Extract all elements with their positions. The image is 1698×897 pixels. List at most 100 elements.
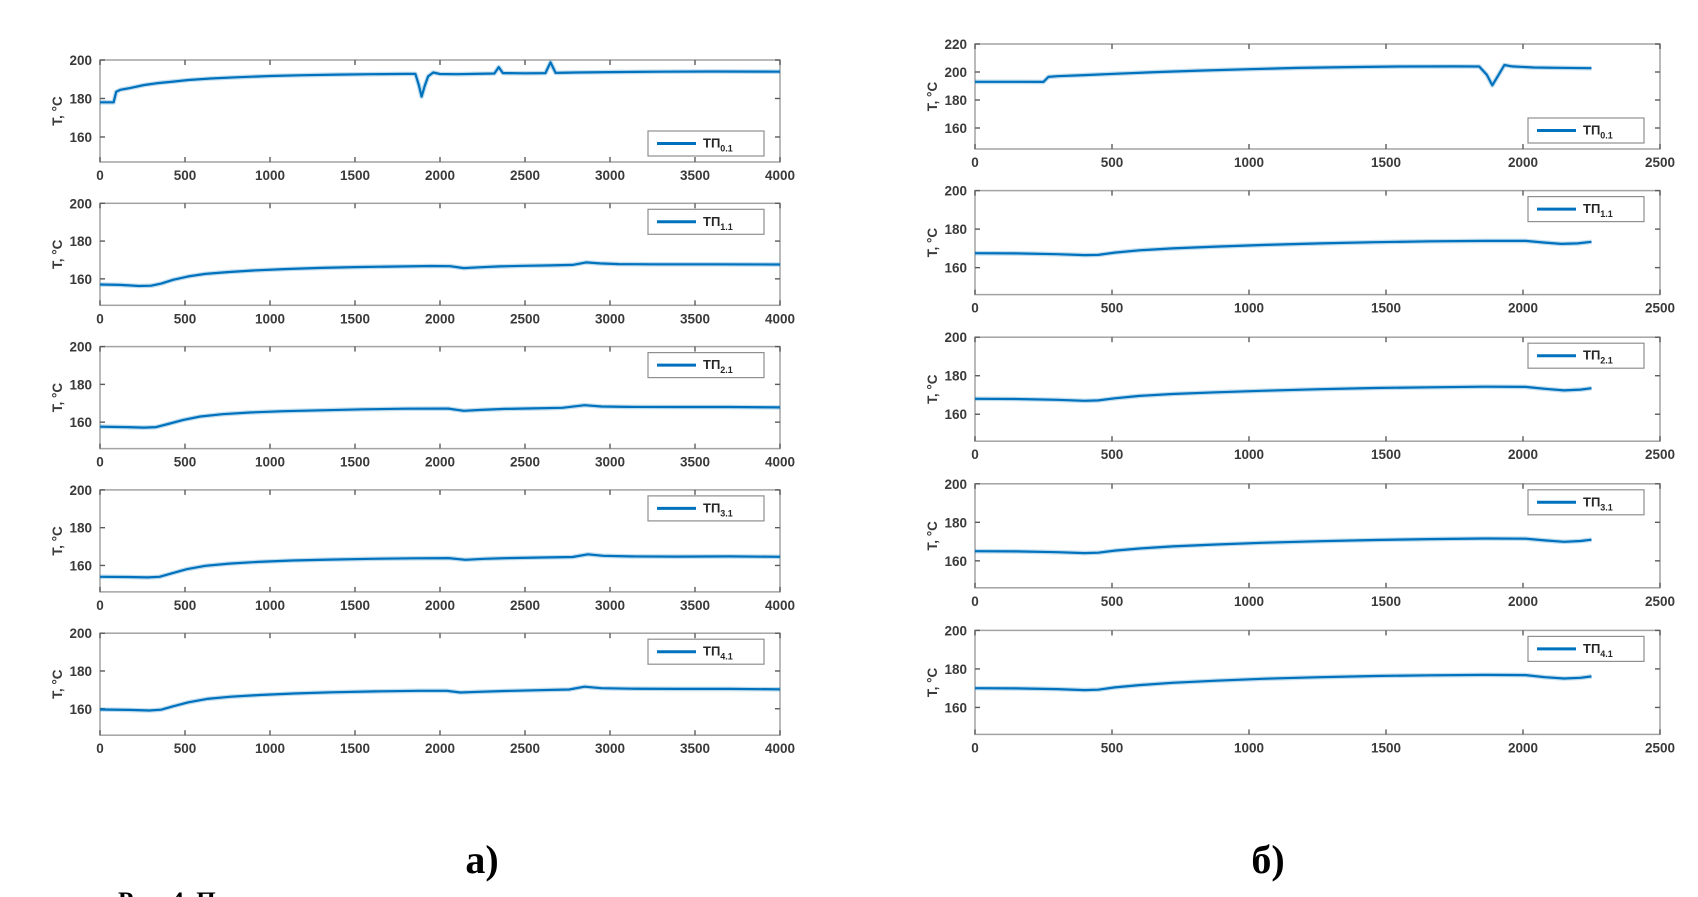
y-tick-labels: 160 180 200 bbox=[69, 196, 780, 287]
subplot-b-3: 0 500 1000 1500 2000 2500 160 180 200 T, °C ТП3.1 bbox=[925, 477, 1675, 609]
svg-text:4000: 4000 bbox=[765, 455, 795, 470]
cropped-caption: Рис. 4. П bbox=[118, 888, 758, 897]
svg-text:1000: 1000 bbox=[1234, 155, 1264, 170]
svg-text:0: 0 bbox=[971, 155, 979, 170]
series-line bbox=[100, 61, 781, 104]
svg-text:180: 180 bbox=[69, 664, 92, 679]
x-tick-labels: 0 500 1000 1500 2000 2500 3000 3500 4000 bbox=[96, 203, 795, 326]
svg-text:1000: 1000 bbox=[255, 311, 285, 326]
x-tick-labels: 0 500 1000 1500 2000 2500 3000 3500 4000 bbox=[96, 346, 795, 470]
svg-text:1500: 1500 bbox=[1371, 447, 1401, 462]
svg-text:2500: 2500 bbox=[510, 598, 540, 613]
legend: ТП1.1 bbox=[647, 208, 765, 235]
svg-text:200: 200 bbox=[69, 196, 92, 211]
legend: ТП0.1 bbox=[647, 130, 765, 157]
svg-text:160: 160 bbox=[944, 261, 967, 276]
series-line-halo bbox=[974, 536, 1592, 556]
svg-text:160: 160 bbox=[944, 700, 967, 715]
svg-text:200: 200 bbox=[944, 330, 967, 345]
y-axis-label: T, °C bbox=[925, 228, 940, 258]
svg-text:180: 180 bbox=[69, 377, 92, 392]
svg-text:180: 180 bbox=[944, 515, 967, 530]
svg-text:2000: 2000 bbox=[425, 311, 455, 326]
legend: ТП2.1 bbox=[1527, 342, 1645, 369]
svg-text:2000: 2000 bbox=[1508, 594, 1538, 609]
subplot-b-0: 0 500 1000 1500 2000 2500 160 180 200 220 T, °C ТП0… bbox=[925, 37, 1675, 170]
svg-text:1000: 1000 bbox=[255, 741, 285, 756]
svg-text:180: 180 bbox=[69, 91, 92, 106]
svg-text:2000: 2000 bbox=[1508, 155, 1538, 170]
axes-frame bbox=[974, 483, 1661, 589]
svg-text:3000: 3000 bbox=[595, 168, 625, 183]
svg-text:1500: 1500 bbox=[340, 598, 370, 613]
svg-text:160: 160 bbox=[69, 130, 92, 145]
svg-text:2500: 2500 bbox=[1645, 155, 1675, 170]
svg-text:2500: 2500 bbox=[510, 168, 540, 183]
x-tick-labels: 0 500 1000 1500 2000 2500 3000 3500 4000 bbox=[96, 633, 795, 756]
svg-text:4000: 4000 bbox=[765, 598, 795, 613]
x-tick-labels: 0 500 1000 1500 2000 2500 bbox=[971, 190, 1675, 316]
axes-frame bbox=[974, 336, 1661, 442]
svg-text:0: 0 bbox=[971, 301, 979, 316]
series-line bbox=[99, 261, 781, 288]
svg-text:160: 160 bbox=[69, 415, 92, 430]
svg-text:1000: 1000 bbox=[255, 598, 285, 613]
y-tick-labels: 160 180 200 bbox=[944, 184, 1660, 276]
y-tick-labels: 160 180 200 bbox=[944, 477, 1660, 569]
svg-text:3000: 3000 bbox=[595, 598, 625, 613]
subplot-a-4: 0 500 1000 1500 2000 2500 3000 3500 4000 160 180 20… bbox=[50, 626, 795, 756]
y-axis-label: T, °C bbox=[50, 526, 65, 556]
y-axis-label: T, °C bbox=[925, 82, 940, 112]
svg-text:1500: 1500 bbox=[1371, 740, 1401, 755]
svg-text:2000: 2000 bbox=[425, 598, 455, 613]
svg-text:2000: 2000 bbox=[425, 741, 455, 756]
svg-text:160: 160 bbox=[69, 558, 92, 573]
svg-text:3000: 3000 bbox=[595, 741, 625, 756]
subplot-a-0: 0 500 1000 1500 2000 2500 3000 3500 4000 160 180 20… bbox=[50, 53, 795, 183]
y-tick-labels: 160 180 200 bbox=[69, 483, 780, 573]
svg-text:2500: 2500 bbox=[510, 455, 540, 470]
legend: ТП4.1 bbox=[647, 638, 765, 665]
svg-text:0: 0 bbox=[96, 598, 104, 613]
svg-text:180: 180 bbox=[944, 93, 967, 108]
series-line-halo bbox=[974, 238, 1592, 258]
svg-text:500: 500 bbox=[174, 598, 197, 613]
svg-text:180: 180 bbox=[944, 369, 967, 384]
panel-a-label: а) bbox=[465, 837, 499, 882]
svg-text:500: 500 bbox=[174, 455, 197, 470]
svg-text:0: 0 bbox=[971, 740, 979, 755]
svg-text:0: 0 bbox=[96, 741, 104, 756]
svg-text:200: 200 bbox=[69, 53, 92, 68]
svg-text:200: 200 bbox=[944, 65, 967, 80]
y-axis-label: T, °C bbox=[925, 521, 940, 551]
legend: ТП4.1 bbox=[1527, 635, 1645, 663]
svg-text:2500: 2500 bbox=[510, 311, 540, 326]
subplot-b-2: 0 500 1000 1500 2000 2500 160 180 200 T, °C ТП2.1 bbox=[925, 330, 1675, 462]
svg-text:2000: 2000 bbox=[1508, 301, 1538, 316]
svg-text:500: 500 bbox=[1101, 447, 1124, 462]
svg-text:1000: 1000 bbox=[1234, 594, 1264, 609]
x-tick-labels: 0 500 1000 1500 2000 2500 3000 3500 4000 bbox=[96, 489, 795, 613]
svg-text:1500: 1500 bbox=[340, 455, 370, 470]
legend: ТП1.1 bbox=[1527, 196, 1645, 223]
series-line bbox=[99, 404, 781, 429]
subplot-b-1: 0 500 1000 1500 2000 2500 160 180 200 T, °C ТП1.1 bbox=[925, 184, 1675, 316]
svg-text:160: 160 bbox=[944, 407, 967, 422]
svg-text:1500: 1500 bbox=[340, 168, 370, 183]
y-tick-labels: 160 180 200 bbox=[944, 330, 1660, 422]
svg-text:1500: 1500 bbox=[1371, 594, 1401, 609]
y-axis-label: T, °C bbox=[50, 239, 65, 269]
series-line bbox=[974, 673, 1592, 692]
y-axis-label: T, °C bbox=[50, 96, 65, 126]
svg-text:180: 180 bbox=[69, 521, 92, 536]
panel-b-label: б) bbox=[1251, 837, 1285, 882]
series-line bbox=[974, 385, 1592, 402]
svg-text:220: 220 bbox=[944, 37, 967, 52]
svg-text:500: 500 bbox=[174, 311, 197, 326]
svg-text:200: 200 bbox=[944, 477, 967, 492]
svg-text:3500: 3500 bbox=[680, 598, 710, 613]
svg-text:500: 500 bbox=[1101, 740, 1124, 755]
svg-text:180: 180 bbox=[944, 662, 967, 677]
x-tick-labels: 0 500 1000 1500 2000 2500 bbox=[971, 630, 1675, 755]
subplot-a-2: 0 500 1000 1500 2000 2500 3000 3500 4000 160 180 20… bbox=[50, 340, 795, 470]
